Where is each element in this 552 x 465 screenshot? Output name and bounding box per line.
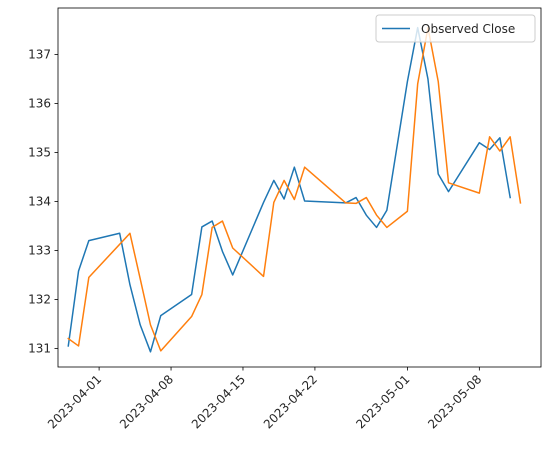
x-tick-label: 2023-05-01 [353, 372, 412, 431]
y-tick-label: 135 [28, 145, 51, 159]
series-line-2 [67, 26, 522, 352]
x-tick-label: 2023-04-01 [45, 372, 104, 431]
y-tick-label: 132 [28, 292, 51, 306]
series-layer [67, 26, 522, 353]
y-tick-label: 131 [28, 341, 51, 355]
x-tick-label: 2023-04-15 [189, 372, 248, 431]
legend: Observed Close [375, 14, 536, 43]
axes-layer: 131 132 133 134 135 136 137 2023-04-01 2023-04-0… [28, 7, 542, 431]
legend-box [375, 14, 536, 43]
x-tick-label: 2023-04-22 [261, 372, 320, 431]
x-tick-label: 2023-05-08 [425, 372, 484, 431]
y-tick-label: 136 [28, 97, 51, 111]
plot-frame [57, 7, 542, 368]
y-tick-label: 137 [28, 48, 51, 62]
series-line-1 [67, 26, 512, 353]
x-tick-label: 2023-04-08 [117, 372, 176, 431]
y-tick-label: 133 [28, 243, 51, 257]
y-tick-label: 134 [28, 194, 51, 208]
legend-label: Observed Close [421, 22, 515, 36]
